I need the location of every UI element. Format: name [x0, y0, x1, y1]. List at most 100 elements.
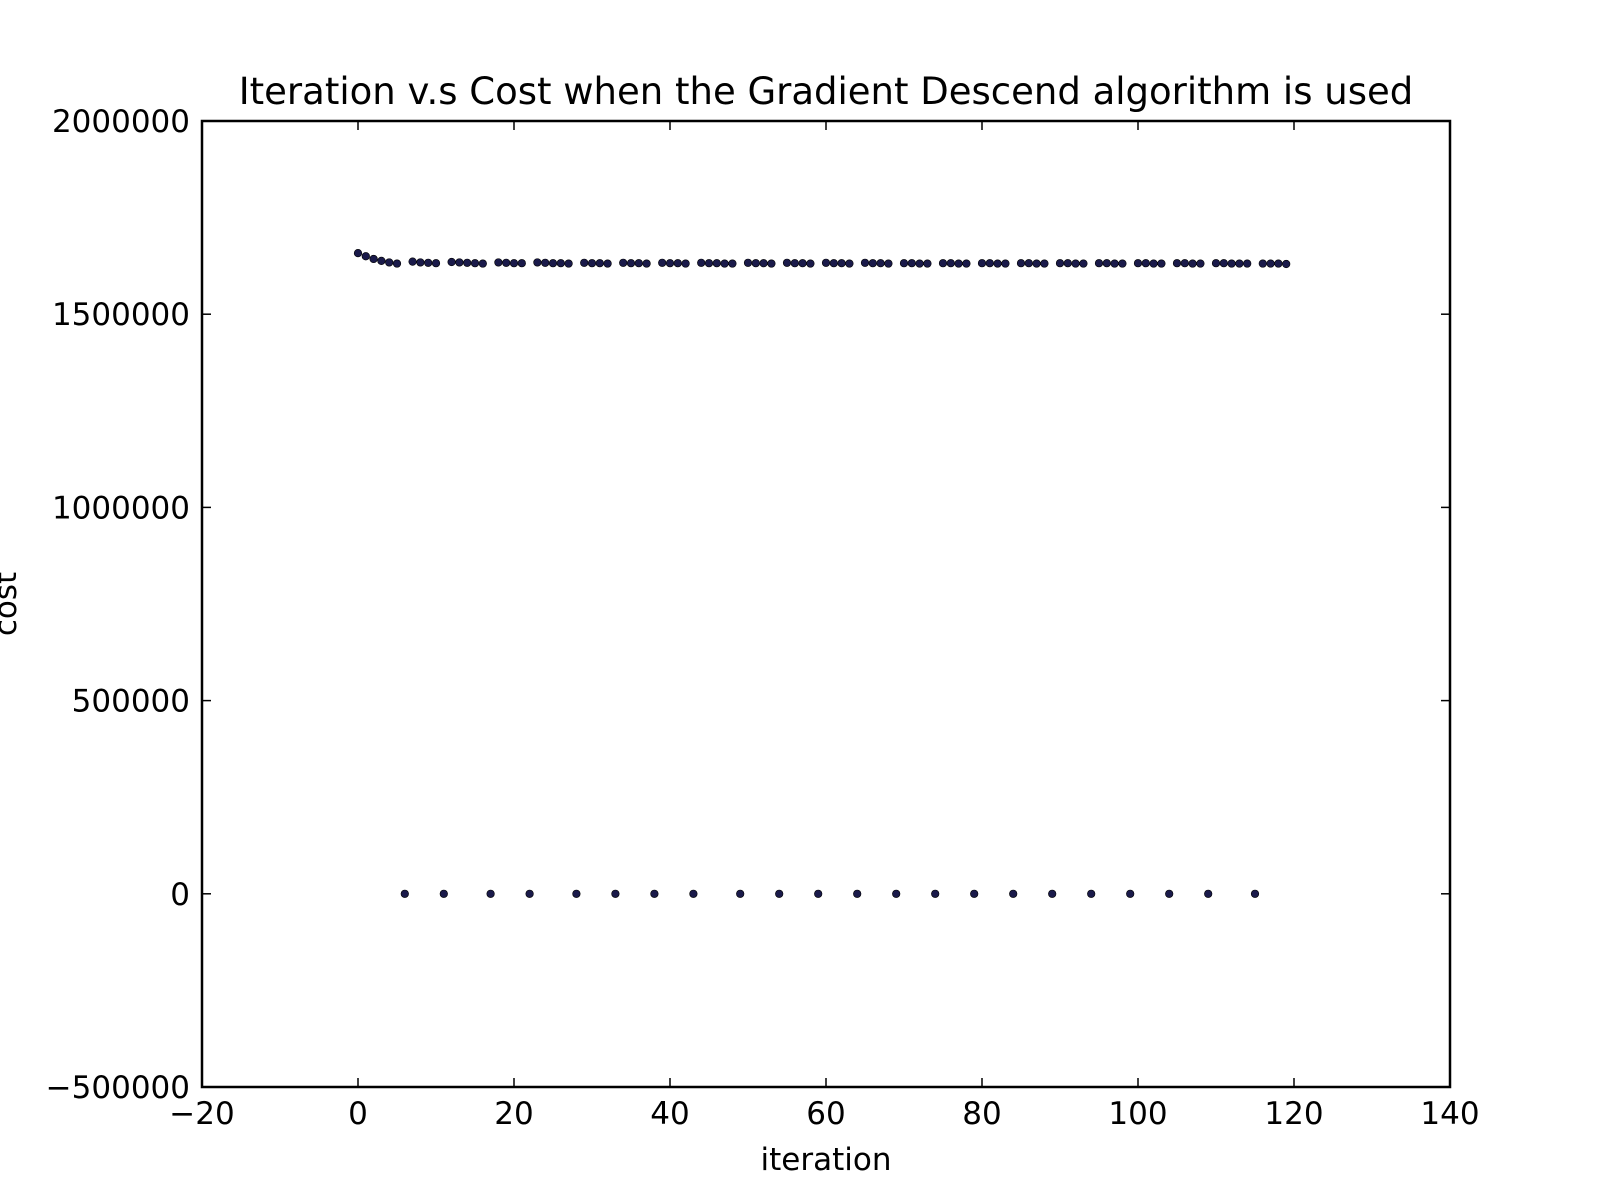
data-point-lower: [736, 889, 745, 898]
x-tick-label: 80: [962, 1096, 1001, 1132]
data-point-upper: [1180, 259, 1189, 268]
data-point-upper: [1227, 259, 1236, 268]
data-point-upper: [712, 259, 721, 268]
data-point-upper: [798, 259, 807, 268]
data-point-upper: [1188, 259, 1197, 268]
data-point-upper: [743, 258, 753, 267]
data-point-upper: [681, 259, 690, 268]
data-point-upper: [564, 259, 573, 268]
x-tick-label: 140: [1420, 1096, 1479, 1132]
data-point-upper: [502, 258, 511, 267]
data-point-upper: [1243, 259, 1252, 268]
data-point-lower: [853, 889, 862, 898]
data-point-lower: [814, 889, 823, 898]
data-point-upper: [751, 259, 760, 268]
data-point-upper: [658, 258, 667, 267]
data-point-upper: [1055, 259, 1065, 268]
data-point-lower: [1165, 889, 1174, 898]
data-point-lower: [1126, 889, 1135, 898]
data-point-upper: [837, 259, 846, 268]
data-point-upper: [463, 258, 472, 267]
data-point-upper: [1149, 259, 1158, 268]
data-point-upper: [1016, 259, 1026, 268]
data-point-upper: [915, 259, 924, 268]
data-point-upper: [408, 257, 417, 266]
x-tick-label: 20: [494, 1096, 533, 1132]
data-point-upper: [821, 258, 831, 267]
data-point-lower: [1250, 889, 1260, 898]
data-point-upper: [1157, 259, 1166, 268]
data-point-upper: [556, 259, 565, 268]
data-point-upper: [697, 258, 706, 267]
data-point-upper: [728, 259, 737, 268]
data-point-upper: [1211, 259, 1221, 268]
data-point-lower: [892, 889, 901, 898]
y-tick-label: 0: [170, 877, 190, 913]
data-points: [353, 249, 1291, 898]
data-point-upper: [1235, 259, 1244, 268]
data-point-lower: [1087, 889, 1096, 898]
data-point-upper: [720, 259, 729, 268]
data-point-upper: [447, 257, 456, 267]
data-point-upper: [1172, 259, 1182, 268]
data-point-upper: [1274, 259, 1283, 268]
data-point-upper: [954, 259, 963, 268]
data-point-upper: [424, 258, 433, 267]
data-point-lower: [486, 889, 495, 898]
y-tick-label: −500000: [46, 1070, 190, 1106]
data-point-lower: [572, 889, 581, 898]
tick-labels: −20 0 20 40 60 80 100 120 140 −500000 0 500000 10000…: [46, 104, 1480, 1132]
data-point-upper: [1071, 259, 1080, 268]
x-tick-label: −20: [169, 1096, 234, 1132]
x-tick-label: 60: [806, 1096, 845, 1132]
data-point-upper: [580, 258, 589, 267]
x-tick-label: 100: [1108, 1096, 1167, 1132]
data-point-upper: [985, 259, 994, 268]
data-point-upper: [782, 258, 792, 267]
data-point-upper: [392, 259, 402, 268]
data-point-lower: [970, 889, 979, 898]
data-point-upper: [907, 259, 916, 268]
data-point-lower: [400, 889, 409, 898]
data-point-upper: [759, 259, 768, 268]
data-point-upper: [790, 259, 799, 268]
x-tick-label: 40: [650, 1096, 689, 1132]
data-point-lower: [775, 889, 784, 898]
data-point-upper: [626, 259, 636, 268]
data-point-upper: [1094, 259, 1104, 268]
data-point-upper: [1219, 259, 1228, 268]
data-point-upper: [767, 259, 776, 268]
data-point-upper: [1001, 259, 1010, 268]
data-point-upper: [494, 258, 503, 267]
data-point-upper: [993, 259, 1002, 268]
data-point-upper: [1118, 259, 1127, 268]
data-point-lower: [525, 889, 534, 898]
data-point-upper: [1258, 259, 1267, 268]
data-point-upper: [962, 259, 971, 268]
data-point-upper: [1024, 259, 1033, 268]
data-point-upper: [1063, 259, 1072, 268]
data-point-upper: [470, 259, 480, 268]
data-point-upper: [868, 259, 877, 268]
data-point-upper: [845, 259, 854, 268]
data-point-lower: [689, 889, 698, 898]
data-point-upper: [541, 258, 550, 267]
y-tick-label: 1000000: [52, 490, 190, 526]
chart-title: Iteration v.s Cost when the Gradient Des…: [239, 70, 1413, 113]
data-point-upper: [829, 259, 838, 268]
data-point-upper: [548, 259, 558, 268]
y-tick-label: 1500000: [52, 297, 190, 333]
data-point-lower: [1009, 889, 1018, 898]
data-point-upper: [603, 259, 612, 268]
y-tick-label: 2000000: [52, 104, 190, 140]
data-point-upper: [876, 259, 885, 268]
y-axis-label: cost: [0, 572, 24, 636]
data-point-upper: [1102, 259, 1111, 268]
data-point-upper: [1266, 259, 1275, 268]
x-axis-label: iteration: [761, 1142, 892, 1178]
data-point-lower: [611, 889, 620, 898]
data-point-upper: [642, 259, 651, 268]
data-point-upper: [533, 258, 542, 267]
data-point-upper: [1032, 259, 1041, 268]
